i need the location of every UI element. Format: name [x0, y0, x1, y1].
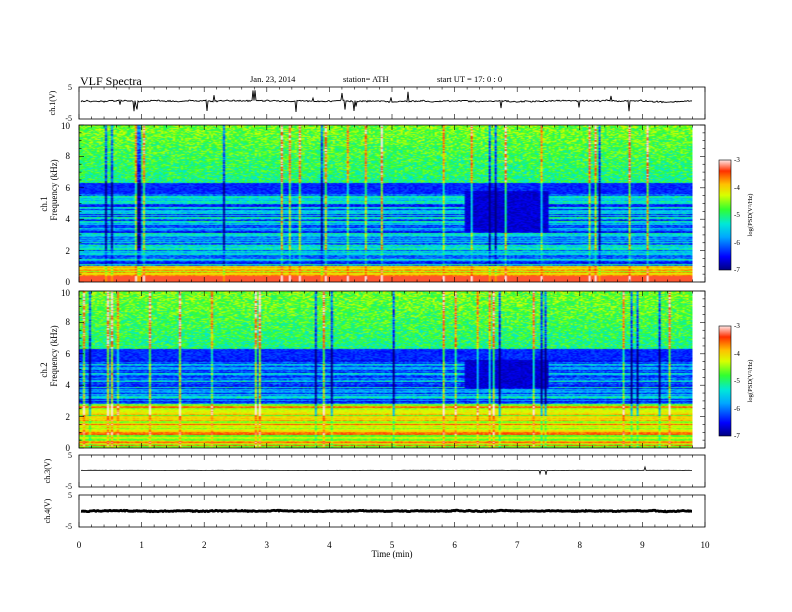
ch4-ytick-bottom: -5	[65, 522, 72, 531]
x-tick-label-2: 2	[202, 540, 207, 550]
ch4-waveform-line	[80, 508, 692, 514]
ch4-panel: 5 -5 ch.4(V)	[43, 491, 706, 531]
time-axis-tick-labels: 0 1 2 3 4 5 6 7 8 9 10	[77, 540, 710, 550]
spec1-ylabel-freq: Frequency (kHz)	[49, 159, 59, 220]
x-tick-label-3: 3	[265, 540, 270, 550]
x-tick-label-1: 1	[139, 540, 144, 550]
spec1-ytick-8: 8	[66, 151, 71, 161]
x-tick-label-5: 5	[390, 540, 395, 550]
cb2-tick-m5: -5	[734, 377, 740, 385]
ch1-waveform-line	[80, 90, 693, 113]
x-tick-label-9: 9	[640, 540, 645, 550]
x-tick-label-7: 7	[515, 540, 520, 550]
cb2-tick-m4: -4	[734, 350, 740, 358]
spec2-ytick-6: 6	[66, 349, 71, 359]
cb1-tick-m7: -7	[734, 266, 740, 274]
colorbar-ch1: -3 -4 -5 -6 -7 log(PSD(V²/Hz)	[718, 156, 754, 274]
spec2-ylabel-channel: ch.2	[39, 362, 49, 377]
ch4-ylabel: ch.4(V)	[43, 498, 52, 523]
colorbar-ch2: -3 -4 -5 -6 -7 log(PSD(V²/Hz)	[718, 322, 754, 440]
spec1-ylabel-channel: ch.1	[39, 196, 49, 211]
spec1-ytick-0: 0	[66, 277, 71, 287]
spectrogram-ch2-panel: 0 2 4 6 8 10 Frequency (kHz) ch.2	[39, 288, 706, 453]
start-time-label: start UT = 17: 0 : 0	[437, 74, 502, 84]
cb1-tick-m3: -3	[734, 156, 740, 164]
x-tick-label-6: 6	[452, 540, 457, 550]
ch3-waveform-line	[80, 465, 692, 476]
ch3-panel: 5 -5 ch.3(V)	[43, 451, 706, 491]
ch1-panel: 5 -5 ch.1(V)	[48, 83, 706, 123]
spec2-ytick-10: 10	[61, 288, 71, 298]
cb1-label: log(PSD(V²/Hz)	[747, 194, 754, 237]
x-tick-label-0: 0	[77, 540, 82, 550]
spec2-ytick-4: 4	[66, 380, 71, 390]
spec1-ytick-4: 4	[66, 214, 71, 224]
cb2-tick-m7: -7	[734, 432, 740, 440]
cb2-tick-m6: -6	[734, 405, 740, 413]
cb1-tick-m4: -4	[734, 184, 740, 192]
spec2-ylabel-freq: Frequency (kHz)	[49, 325, 59, 386]
ch3-ylabel: ch.3(V)	[43, 458, 52, 483]
ch3-ytick-bottom: -5	[65, 482, 72, 491]
x-tick-label-10: 10	[701, 540, 711, 550]
figure-title: VLF Spectra	[80, 74, 142, 88]
colorbar-ch1-gradient	[718, 159, 732, 271]
spectrogram-ch1-panel: 0 2 4 6 8 10 Frequency (kHz) ch.1	[39, 121, 706, 287]
cb2-tick-m3: -3	[734, 322, 740, 330]
cb1-tick-m6: -6	[734, 239, 740, 247]
ch1-ylabel: ch.1(V)	[48, 90, 57, 115]
date-label: Jan. 23, 2014	[250, 74, 296, 84]
spec1-ytick-6: 6	[66, 183, 71, 193]
spec1-heatmap	[79, 125, 693, 282]
cb1-tick-m5: -5	[734, 211, 740, 219]
cb2-label: log(PSD(V²/Hz)	[747, 360, 754, 403]
spec2-ytick-0: 0	[66, 443, 71, 453]
colorbar-ch2-gradient	[718, 325, 732, 437]
x-tick-label-4: 4	[327, 540, 332, 550]
spec1-ytick-10: 10	[61, 121, 71, 131]
time-axis-label: Time (min)	[372, 549, 413, 559]
ch4-ytick-top: 5	[68, 491, 72, 500]
x-tick-label-8: 8	[578, 540, 583, 550]
spec1-ytick-2: 2	[66, 246, 71, 256]
station-label: station= ATH	[343, 74, 389, 84]
ch1-ytick-top: 5	[68, 83, 72, 92]
spec2-ytick-8: 8	[66, 317, 71, 327]
spec2-ytick-2: 2	[66, 412, 71, 422]
ch3-ytick-top: 5	[68, 451, 72, 460]
ch1-ytick-bottom: -5	[65, 114, 72, 123]
spec2-heatmap	[79, 291, 693, 448]
